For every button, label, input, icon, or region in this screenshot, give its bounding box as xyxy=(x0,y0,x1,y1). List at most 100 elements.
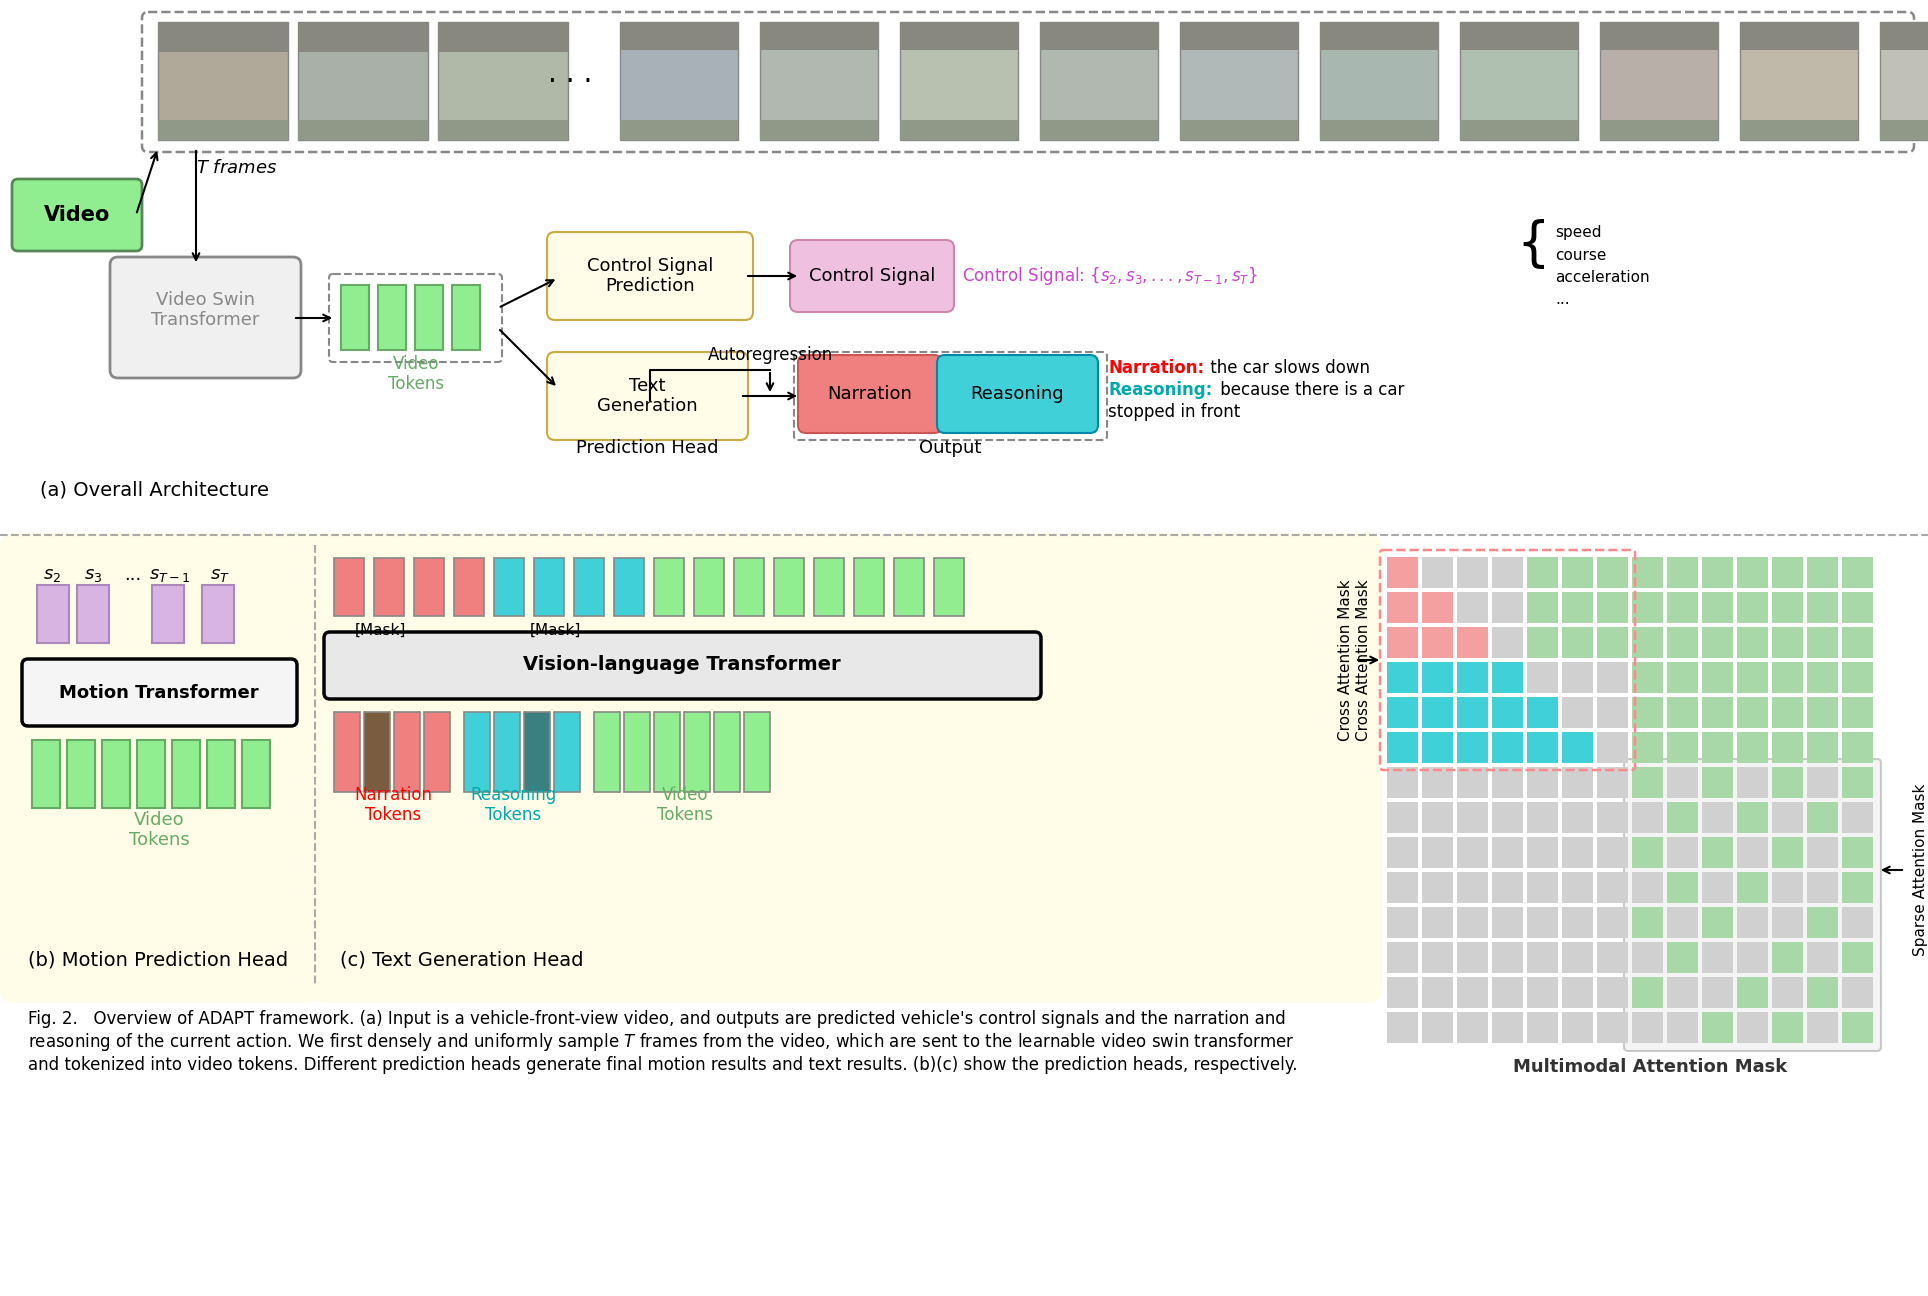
Text: $s_2$: $s_2$ xyxy=(42,566,62,584)
Bar xyxy=(744,712,769,792)
Bar xyxy=(773,559,804,616)
Text: Video: Video xyxy=(44,205,110,226)
Bar xyxy=(1702,977,1733,1008)
Bar xyxy=(1562,662,1593,693)
Bar xyxy=(1807,837,1837,868)
Bar xyxy=(1386,802,1417,833)
Bar xyxy=(341,285,368,350)
Bar xyxy=(1841,732,1872,763)
Bar xyxy=(1807,942,1837,973)
Bar xyxy=(1600,22,1718,51)
Bar xyxy=(158,121,287,140)
Bar xyxy=(933,559,964,616)
Bar xyxy=(1737,977,1768,1008)
Bar xyxy=(1737,942,1768,973)
Bar xyxy=(1668,1012,1699,1043)
Text: Autoregression: Autoregression xyxy=(708,346,833,364)
Text: course: course xyxy=(1556,248,1606,263)
Bar xyxy=(1492,592,1523,623)
Bar xyxy=(1841,1012,1872,1043)
Bar xyxy=(524,712,549,792)
Text: (b) Motion Prediction Head: (b) Motion Prediction Head xyxy=(29,950,287,969)
Bar xyxy=(900,121,1018,140)
Bar xyxy=(1527,697,1558,728)
Bar xyxy=(1702,802,1733,833)
Bar xyxy=(158,22,287,52)
Bar xyxy=(1807,1012,1837,1043)
Bar xyxy=(1423,837,1454,868)
Bar xyxy=(1668,872,1699,903)
Bar xyxy=(1841,942,1872,973)
Bar xyxy=(1631,907,1664,938)
Text: Output: Output xyxy=(920,439,981,457)
Bar xyxy=(1492,837,1523,868)
Bar xyxy=(1458,767,1488,798)
Bar xyxy=(654,559,684,616)
Bar xyxy=(494,712,521,792)
Bar xyxy=(1386,767,1417,798)
Bar xyxy=(438,22,569,52)
Bar xyxy=(1737,627,1768,658)
Bar xyxy=(613,559,644,616)
Bar xyxy=(1807,977,1837,1008)
FancyBboxPatch shape xyxy=(794,353,1107,441)
Text: (c) Text Generation Head: (c) Text Generation Head xyxy=(339,950,584,969)
Text: Reasoning:: Reasoning: xyxy=(1109,381,1213,399)
Bar xyxy=(1772,697,1803,728)
Bar xyxy=(1772,907,1803,938)
Text: [Mask]: [Mask] xyxy=(530,622,580,638)
Bar xyxy=(1702,942,1733,973)
Bar xyxy=(1423,627,1454,658)
Bar xyxy=(1386,627,1417,658)
Bar xyxy=(1386,942,1417,973)
Bar xyxy=(1492,732,1523,763)
Bar xyxy=(1180,121,1298,140)
Bar xyxy=(374,559,405,616)
Bar xyxy=(1492,802,1523,833)
Bar xyxy=(1600,121,1718,140)
Bar xyxy=(1527,732,1558,763)
Bar xyxy=(1562,697,1593,728)
Bar xyxy=(1772,662,1803,693)
Bar xyxy=(1562,732,1593,763)
Bar xyxy=(1841,977,1872,1008)
Bar xyxy=(900,22,1018,140)
Bar xyxy=(152,584,183,643)
Bar xyxy=(1737,802,1768,833)
Bar xyxy=(1458,592,1488,623)
Bar xyxy=(438,121,569,140)
Text: $s_{T-1}$: $s_{T-1}$ xyxy=(148,566,191,584)
Bar xyxy=(1880,22,1928,51)
Bar xyxy=(1527,662,1558,693)
Bar xyxy=(1562,977,1593,1008)
Bar xyxy=(1423,1012,1454,1043)
Bar xyxy=(1807,907,1837,938)
Bar xyxy=(1668,837,1699,868)
Bar xyxy=(1807,942,1837,973)
Bar xyxy=(1386,697,1417,728)
Text: Video
Tokens: Video Tokens xyxy=(657,785,713,824)
Bar xyxy=(1668,872,1699,903)
Text: because there is a car: because there is a car xyxy=(1215,381,1404,399)
Bar xyxy=(1841,907,1872,938)
Text: stopped in front: stopped in front xyxy=(1109,403,1240,421)
Text: ...: ... xyxy=(125,566,141,584)
Bar xyxy=(1702,942,1733,973)
FancyBboxPatch shape xyxy=(310,533,1382,1003)
Bar xyxy=(1841,1012,1872,1043)
Bar xyxy=(1702,557,1733,588)
Text: the car slows down: the car slows down xyxy=(1205,359,1371,377)
Bar xyxy=(465,712,490,792)
Bar xyxy=(1807,697,1837,728)
Bar xyxy=(1596,942,1627,973)
Bar xyxy=(1737,942,1768,973)
Bar xyxy=(1492,697,1523,728)
Bar xyxy=(1562,592,1593,623)
Bar xyxy=(1631,907,1664,938)
Bar xyxy=(1458,907,1488,938)
Text: ...: ... xyxy=(1556,293,1569,307)
Bar xyxy=(1039,121,1159,140)
Bar xyxy=(1841,837,1872,868)
Text: speed: speed xyxy=(1556,224,1602,240)
Bar xyxy=(1702,907,1733,938)
